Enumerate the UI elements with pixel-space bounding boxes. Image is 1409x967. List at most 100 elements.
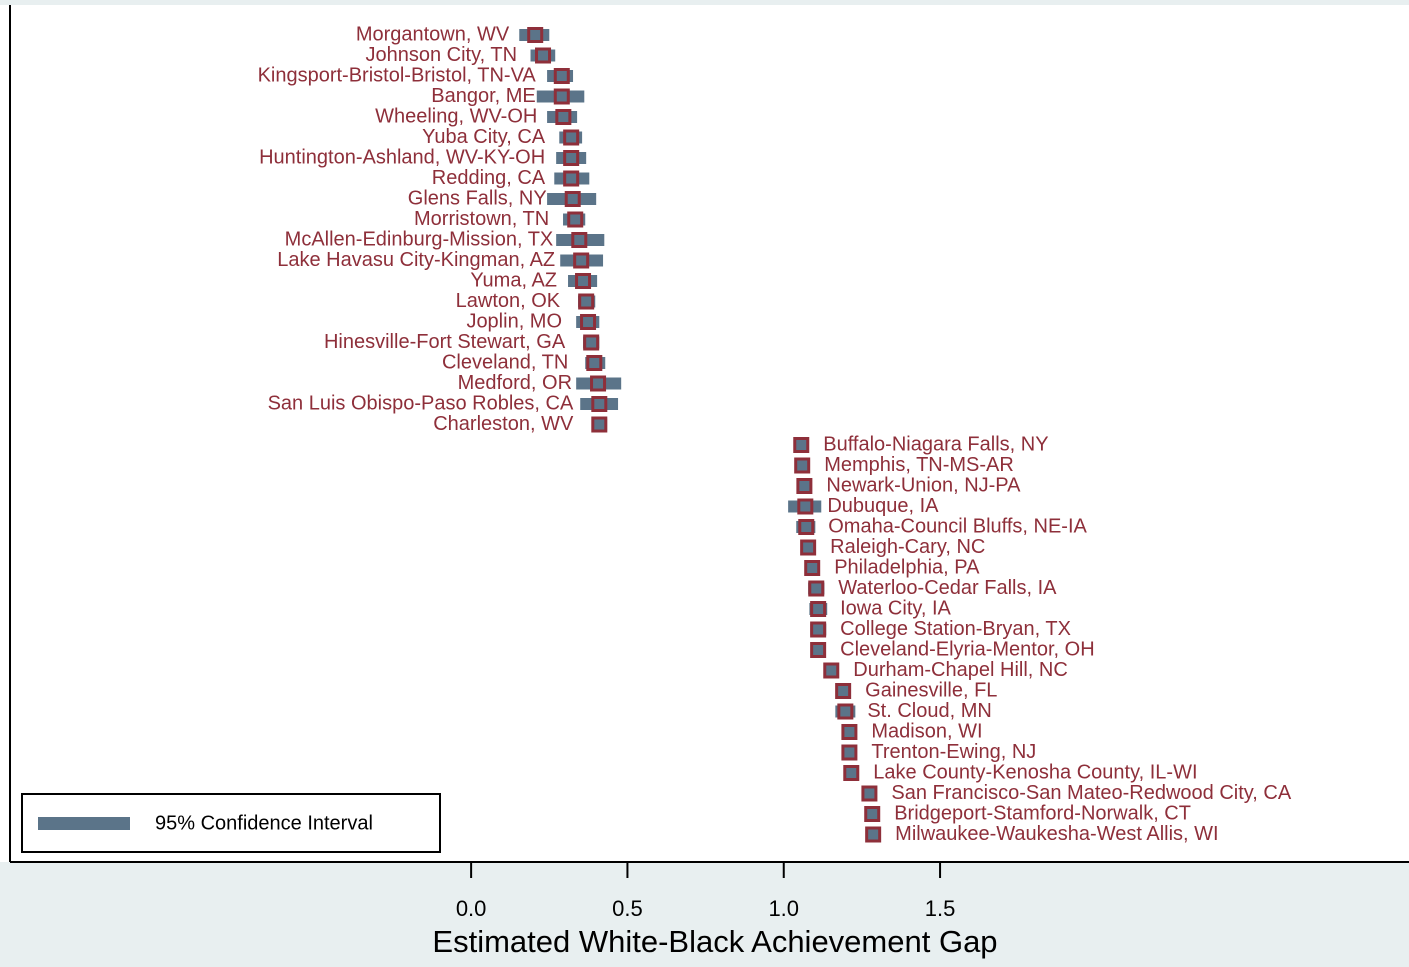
estimate-marker [586, 355, 603, 371]
confidence-interval [578, 295, 596, 308]
category-label: Hinesville-Fort Stewart, GA [324, 331, 566, 353]
estimate-marker [575, 273, 592, 289]
category-label: Bangor, ME [431, 85, 536, 107]
estimate-marker [823, 662, 840, 679]
category-label: Lake County-Kenosha County, IL-WI [873, 761, 1197, 783]
confidence-interval [519, 29, 550, 41]
category-label: Durham-Chapel Hill, NC [853, 659, 1068, 681]
category-label: Lawton, OK [456, 290, 561, 312]
confidence-interval [810, 623, 827, 636]
estimate-marker [810, 621, 827, 638]
estimate-marker [580, 314, 597, 330]
confidence-interval [801, 541, 816, 554]
estimate-marker [793, 437, 810, 453]
estimate-marker [837, 703, 854, 720]
category-label: Wheeling, WV-OH [375, 105, 537, 127]
category-label: Glens Falls, NY [408, 187, 547, 209]
confidence-interval [844, 767, 859, 779]
estimate-marker [841, 724, 858, 740]
category-label: Bridgeport-Stamford-Norwalk, CT [894, 802, 1191, 824]
category-label: Joplin, MO [466, 310, 562, 332]
category-label: Newark-Union, NJ-PA [826, 474, 1021, 496]
estimate-marker [527, 27, 544, 43]
confidence-interval [863, 787, 876, 800]
estimate-marker [835, 683, 852, 699]
x-tick-label: 1.5 [925, 896, 956, 921]
estimate-marker [571, 232, 588, 248]
estimate-marker [555, 109, 572, 125]
legend-swatch [38, 817, 130, 830]
confidence-interval [788, 500, 822, 513]
confidence-interval [536, 90, 585, 103]
category-label: Charleston, WV [433, 413, 574, 435]
category-label: Iowa City, IA [840, 597, 951, 619]
confidence-interval [866, 808, 879, 820]
category-label: San Luis Obispo-Paso Robles, CA [268, 392, 574, 414]
estimate-marker [590, 375, 607, 392]
estimate-marker [841, 744, 858, 761]
confidence-interval [825, 664, 839, 677]
x-tick-label: 0.5 [612, 896, 643, 921]
confidence-interval [556, 234, 605, 246]
category-label: Madison, WI [871, 720, 982, 742]
estimate-marker [564, 191, 581, 207]
category-label: Morristown, TN [414, 208, 549, 230]
category-label: Dubuque, IA [827, 495, 939, 517]
category-label: Lake Havasu City-Kingman, AZ [277, 249, 555, 271]
category-label: Gainesville, FL [865, 679, 997, 701]
category-label: Medford, OR [458, 372, 572, 394]
category-label: Johnson City, TN [365, 44, 517, 66]
confidence-interval [568, 275, 598, 287]
category-label: Philadelphia, PA [834, 556, 980, 578]
plot-area [0, 5, 1409, 862]
confidence-interval [842, 746, 857, 759]
category-label: Memphis, TN-MS-AR [824, 454, 1014, 476]
confidence-interval [592, 418, 608, 431]
category-label: Buffalo-Niagara Falls, NY [823, 433, 1048, 455]
category-label: San Francisco-San Mateo-Redwood City, CA [891, 782, 1291, 804]
category-label: Omaha-Council Bluffs, NE-IA [828, 515, 1087, 537]
confidence-interval [554, 172, 590, 185]
confidence-interval [794, 439, 809, 451]
estimate-marker [591, 396, 608, 412]
estimate-marker [563, 170, 580, 187]
category-label: Trenton-Ewing, NJ [871, 741, 1036, 763]
category-label: Yuba City, CA [422, 126, 546, 148]
estimate-marker [573, 252, 590, 269]
category-label: College Station-Bryan, TX [840, 618, 1071, 640]
category-label: McAllen-Edinburg-Mission, TX [285, 228, 554, 250]
category-label: Waterloo-Cedar Falls, IA [838, 577, 1057, 599]
estimate-marker [583, 334, 600, 351]
estimate-marker [798, 519, 815, 535]
estimate-marker [563, 129, 580, 146]
estimate-marker [553, 68, 570, 84]
estimate-marker [797, 498, 814, 515]
estimate-marker [578, 293, 595, 310]
estimate-marker [535, 47, 552, 64]
confidence-interval [808, 582, 825, 595]
confidence-interval [836, 685, 851, 697]
confidence-interval [547, 111, 578, 123]
estimate-marker [804, 560, 821, 576]
estimate-marker [794, 457, 811, 474]
category-label: Morgantown, WV [356, 23, 510, 45]
confidence-interval [843, 726, 856, 738]
category-label: Milwaukee-Waukesha-West Allis, WI [895, 823, 1218, 845]
confidence-interval [580, 398, 619, 410]
confidence-interval [583, 336, 600, 349]
estimate-marker [810, 601, 827, 617]
confidence-interval [530, 49, 556, 62]
estimate-marker [808, 580, 825, 597]
confidence-interval [560, 254, 604, 267]
estimate-marker [861, 785, 878, 802]
x-axis-title: Estimated White-Black Achievement Gap [432, 924, 997, 959]
estimate-marker [810, 642, 827, 658]
category-label: Cleveland, TN [442, 351, 568, 373]
confidence-interval [547, 70, 574, 82]
estimate-marker [591, 416, 608, 433]
legend-label: 95% Confidence Interval [155, 812, 373, 834]
confidence-interval [797, 480, 812, 492]
confidence-interval [547, 193, 597, 205]
category-label: Huntington-Ashland, WV-KY-OH [259, 146, 545, 168]
